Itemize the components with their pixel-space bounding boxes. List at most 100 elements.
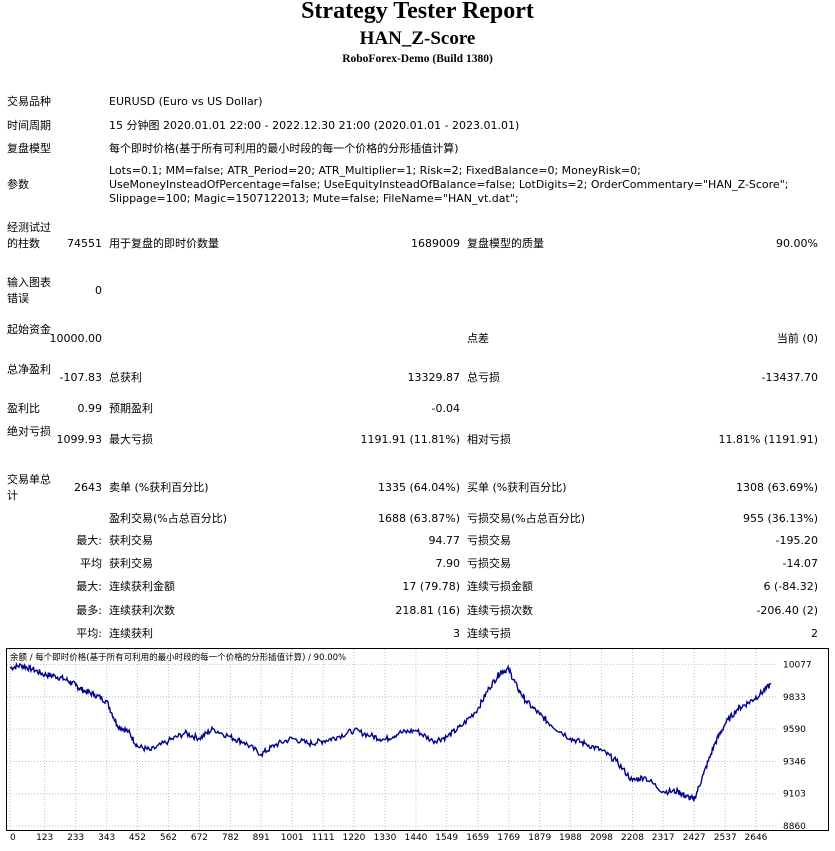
x-tick-label: 1220 (342, 833, 365, 843)
x-tick-label: 2427 (683, 833, 706, 843)
params-label: 参数 (7, 178, 29, 191)
average-loss-value: -14.07 (782, 557, 818, 570)
x-tick-label: 233 (67, 833, 84, 843)
average-profit-value: 7.90 (435, 557, 461, 570)
symbol-value: EURUSD (Euro vs US Dollar) (109, 95, 263, 108)
balance-line (9, 661, 772, 802)
x-tick-label: 672 (191, 833, 208, 843)
model-value: 每个即时价格(基于所有可利用的最小时段的每一个价格的分形插值计算) (109, 142, 459, 155)
gross-profit-label: 总获利 (109, 371, 142, 384)
server-name: RoboForex-Demo (Build 1380) (342, 53, 493, 65)
x-tick-label: 1330 (373, 833, 396, 843)
y-tick-label: 9103 (783, 790, 806, 800)
ticks-value: 1689009 (411, 237, 460, 250)
abs-drawdown-value: 1099.93 (56, 433, 103, 446)
x-tick-label: 2646 (745, 833, 768, 843)
max-consec-losses-label: 连续亏损金额 (467, 580, 533, 593)
x-tick-label: 1549 (435, 833, 458, 843)
avg-consec-losses-value: 2 (811, 627, 818, 640)
profit-factor-label: 盈利比 (7, 402, 40, 415)
largest-profit-label: 获利交易 (109, 534, 153, 547)
x-tick-label: 2317 (652, 833, 675, 843)
long-positions-value: 1308 (63.69%) (735, 481, 818, 494)
spread-value: 当前 (0) (776, 332, 818, 345)
bars-value: 74551 (67, 237, 102, 250)
x-tick-label: 1111 (312, 833, 335, 843)
x-tick-label: 782 (222, 833, 239, 843)
profit-factor-value: 0.99 (77, 402, 103, 415)
errors-label: 输入图表错误 (7, 276, 51, 305)
x-tick-label: 343 (98, 833, 115, 843)
average-prefix: 平均 (80, 557, 102, 570)
profit-trades-label: 盈利交易(%占总百分比) (109, 512, 228, 525)
x-axis: 0 123 233 343 452 562 672 782 891 1001 1111 1220 133… (10, 833, 768, 843)
x-tick-label: 123 (36, 833, 53, 843)
x-tick-label: 1001 (281, 833, 304, 843)
period-label: 时间周期 (7, 119, 51, 132)
expected-payoff-value: -0.04 (431, 402, 460, 415)
max-prefix: 最大: (76, 580, 102, 593)
expected-payoff-label: 预期盈利 (109, 402, 153, 415)
most-prefix: 最多: (76, 604, 102, 617)
x-tick-label: 1988 (559, 833, 582, 843)
deposit-label: 起始资金 (7, 323, 51, 336)
most-consec-loss-label: 连续亏损次数 (467, 604, 533, 617)
report-title: Strategy Tester Report (301, 0, 534, 24)
x-tick-label: 2208 (621, 833, 644, 843)
max-drawdown-label: 最大亏损 (109, 433, 153, 446)
y-tick-label: 9346 (783, 757, 806, 767)
errors-value: 0 (95, 284, 102, 297)
short-positions-value: 1335 (64.04%) (377, 481, 460, 494)
x-tick-label: 1659 (466, 833, 489, 843)
bars-label: 经测试过的柱数 (7, 221, 51, 250)
avg-consec-losses-label: 连续亏损 (467, 627, 511, 640)
gross-loss-value: -13437.70 (761, 371, 818, 384)
x-tick-label: 1769 (497, 833, 520, 843)
period-value: 15 分钟图 2020.01.01 22:00 - 2022.12.30 21:… (109, 119, 520, 132)
chart-frame (6, 648, 829, 831)
rel-drawdown-value: 11.81% (1191.91) (718, 433, 818, 446)
loss-trades-label: 亏损交易(%占总百分比) (467, 512, 586, 525)
params-line-3: Slippage=100; Magic=1507122013; Mute=fal… (109, 192, 519, 205)
symbol-label: 交易品种 (7, 95, 51, 108)
most-consec-profit-label: 连续获利次数 (109, 604, 175, 617)
largest-loss-label: 亏损交易 (467, 534, 511, 547)
largest-loss-value: -195.20 (775, 534, 818, 547)
average-profit-label: 获利交易 (109, 557, 153, 570)
expert-name: HAN_Z-Score (359, 28, 476, 49)
largest-prefix: 最大: (76, 534, 102, 547)
avg-prefix: 平均: (76, 627, 102, 640)
x-tick-label: 2537 (714, 833, 737, 843)
average-loss-label: 亏损交易 (467, 557, 511, 570)
max-consec-wins-value: 17 (79.78) (402, 580, 460, 593)
short-positions-label: 卖单 (%获利百分比) (109, 481, 209, 494)
chart-title: 余额 / 每个即时价格(基于所有可利用的最小时段的每一个价格的分形插值计算) /… (10, 652, 346, 663)
gross-profit-value: 13329.87 (407, 371, 461, 384)
params-line-1: Lots=0.1; MM=false; ATR_Period=20; ATR_M… (109, 164, 641, 177)
max-consec-wins-label: 连续获利金额 (109, 580, 175, 593)
gross-loss-label: 总亏损 (467, 371, 500, 384)
model-label: 复盘模型 (7, 142, 51, 155)
long-positions-label: 买单 (%获利百分比) (467, 481, 567, 494)
total-trades-label: 交易单总计 (7, 473, 51, 502)
y-tick-label: 9833 (783, 693, 806, 703)
x-tick-label: 0 (10, 833, 16, 843)
max-drawdown-value: 1191.91 (11.81%) (360, 433, 460, 446)
max-consec-losses-value: 6 (-84.32) (763, 580, 818, 593)
ticks-label: 用于复盘的即时价数量 (109, 237, 219, 250)
loss-trades-value: 955 (36.13%) (742, 512, 818, 525)
net-profit-value: -107.83 (59, 371, 102, 384)
avg-consec-wins-label: 连续获利 (109, 627, 153, 640)
x-tick-label: 2098 (590, 833, 613, 843)
y-tick-label: 10077 (783, 660, 812, 670)
y-tick-label: 8860 (783, 822, 806, 832)
spread-label: 点差 (467, 332, 489, 345)
chart-grid (7, 649, 776, 830)
most-consec-loss-value: -206.40 (2) (756, 604, 818, 617)
quality-value: 90.00% (776, 237, 818, 250)
y-axis: 10077 9833 9590 9346 9103 8860 (783, 660, 812, 832)
x-tick-label: 1440 (405, 833, 428, 843)
balance-chart: 余额 / 每个即时价格(基于所有可利用的最小时段的每一个价格的分形插值计算) /… (6, 648, 829, 843)
largest-profit-value: 94.77 (428, 534, 461, 547)
x-tick-label: 452 (129, 833, 146, 843)
